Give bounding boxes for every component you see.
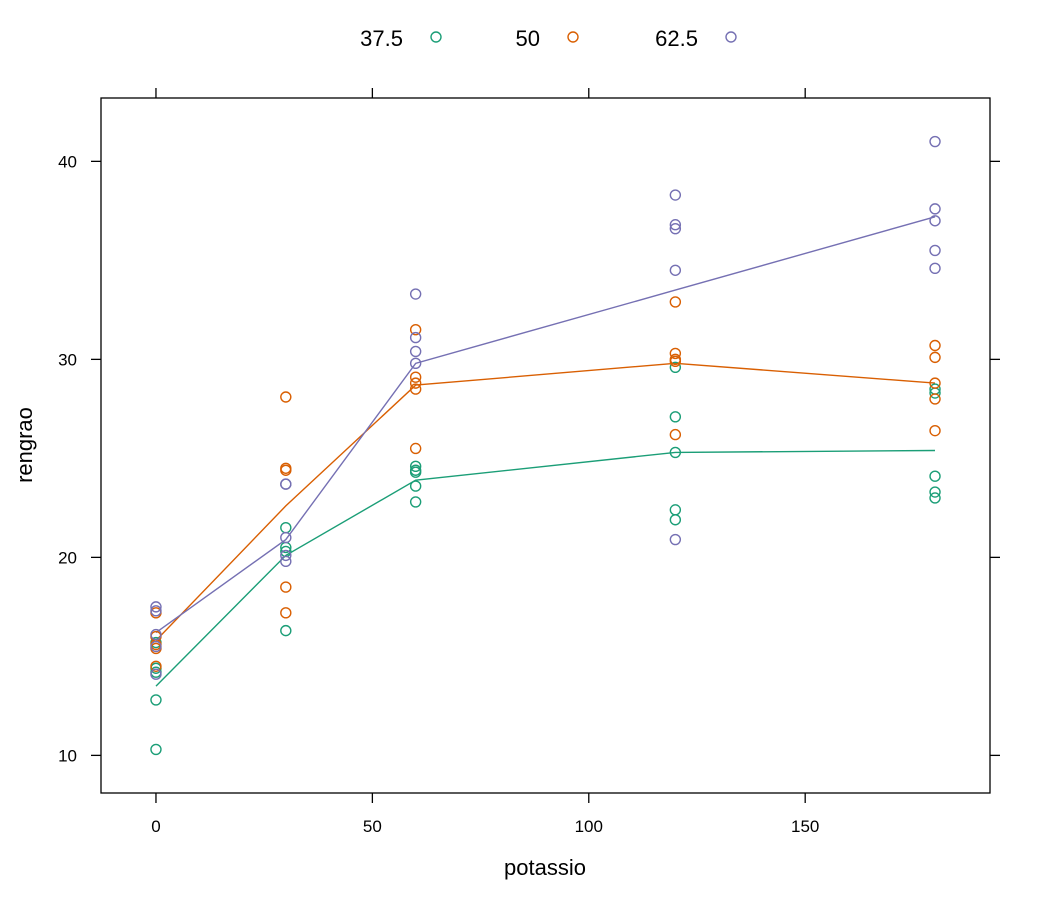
data-point	[280, 391, 292, 403]
data-point	[409, 345, 422, 358]
data-point	[280, 478, 292, 490]
y-tick-label: 20	[58, 548, 77, 567]
y-axis-title: rengrao	[12, 407, 37, 483]
trend-line-2	[155, 362, 936, 641]
data-point	[929, 351, 941, 364]
data-point	[150, 628, 162, 641]
data-point	[280, 531, 292, 544]
axis-ticks: 0 50 100 150 10 20 30 40	[58, 88, 1000, 836]
legend-marker	[567, 31, 579, 43]
data-point	[409, 496, 422, 508]
data-point	[280, 607, 292, 619]
x-tick-label: 50	[363, 817, 382, 836]
data-point	[669, 353, 682, 366]
data-point	[669, 514, 682, 526]
data-point	[409, 371, 422, 383]
data-point	[150, 640, 162, 653]
data-point	[669, 347, 682, 360]
data-point	[929, 424, 941, 437]
legend-label: 50	[516, 26, 540, 51]
data-point	[929, 215, 941, 227]
x-axis-title: potassio	[504, 855, 586, 880]
data-point	[929, 393, 941, 405]
trend-line-3	[155, 216, 936, 634]
data-point	[669, 411, 682, 423]
data-point	[409, 288, 422, 300]
data-point	[669, 222, 682, 235]
data-point	[150, 743, 162, 756]
data-point	[929, 377, 941, 389]
data-point	[929, 470, 941, 482]
data-point	[409, 357, 422, 370]
x-tick-label: 0	[151, 817, 160, 836]
data-point	[929, 492, 941, 504]
data-point	[409, 377, 422, 389]
data-point	[669, 428, 682, 441]
data-point	[669, 533, 682, 546]
data-point	[929, 486, 941, 498]
data-point	[669, 264, 682, 276]
y-tick-label: 10	[58, 746, 77, 765]
data-point	[150, 660, 162, 672]
x-tick-label: 100	[575, 817, 603, 836]
data-point	[409, 331, 422, 344]
data-point	[150, 694, 162, 706]
data-point	[669, 219, 682, 231]
data-point	[409, 323, 422, 336]
y-tick-label: 40	[58, 152, 77, 171]
data-point	[280, 462, 292, 474]
trend-lines	[155, 216, 936, 687]
data-point	[409, 460, 422, 472]
trend-line-1	[155, 449, 936, 687]
data-point	[669, 189, 682, 201]
data-point	[669, 361, 682, 373]
data-point	[280, 549, 292, 562]
data-point	[929, 203, 941, 215]
x-tick-label: 150	[791, 817, 819, 836]
data-point	[669, 504, 682, 516]
data-point	[929, 262, 941, 274]
data-points	[150, 135, 941, 756]
legend-marker	[725, 31, 737, 43]
data-point	[669, 446, 682, 459]
legend-marker	[430, 31, 442, 43]
data-point	[280, 555, 292, 568]
data-point	[929, 244, 941, 257]
data-point	[929, 339, 941, 352]
data-point	[409, 442, 422, 455]
data-point	[150, 605, 162, 617]
data-point	[929, 135, 941, 148]
data-point	[280, 521, 292, 534]
y-tick-label: 30	[58, 350, 77, 369]
data-point	[280, 624, 292, 637]
data-point	[669, 296, 682, 308]
legend-label: 62.5	[655, 26, 698, 51]
legend-label: 37.5	[360, 26, 403, 51]
data-point	[150, 668, 162, 680]
legend: 37.5 50 62.5	[360, 26, 737, 51]
data-point	[150, 601, 162, 613]
data-point	[409, 383, 422, 395]
data-point	[280, 581, 292, 593]
plot-panel	[100, 97, 991, 794]
data-point	[409, 480, 422, 492]
data-point	[409, 464, 422, 476]
